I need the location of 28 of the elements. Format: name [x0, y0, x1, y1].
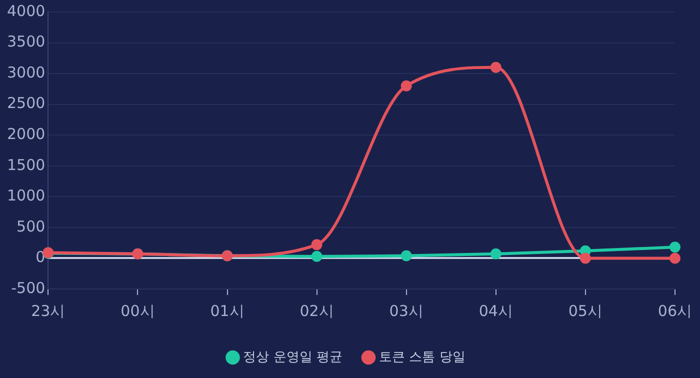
point: [490, 248, 502, 260]
y-tick-label: 3500: [6, 32, 46, 51]
point: [669, 252, 680, 264]
x-tick-label: 03시: [389, 302, 424, 320]
x-tick-label: 04시: [478, 302, 513, 320]
x-tick-label: 00시: [120, 302, 155, 320]
y-tick-label: 1000: [6, 186, 46, 205]
point: [311, 250, 322, 262]
x-tick-label: 05시: [568, 302, 602, 320]
y-tick-label: 3000: [6, 63, 46, 82]
point: [490, 62, 502, 73]
y-tick-label: 2500: [6, 94, 46, 112]
legend-label: 정상 운영일 평균: [243, 350, 342, 365]
y-tick-label: -500: [11, 278, 46, 297]
point: [400, 80, 412, 92]
y-tick-label: 1500: [6, 156, 46, 174]
x-tick-label: 02시: [300, 302, 334, 320]
y-tick-label: 500: [16, 217, 46, 236]
point: [580, 252, 591, 264]
x-tick-label: 06시: [658, 302, 692, 320]
point: [400, 250, 412, 262]
y-tick-label: 2000: [6, 125, 46, 143]
y-tick-label: 4000: [6, 2, 46, 20]
x-tick-label: 01시: [210, 302, 244, 320]
legend-label: 토큰 스톰 당일: [379, 350, 466, 365]
point: [311, 239, 322, 250]
x-tick-label: 23시: [31, 302, 66, 320]
point: [669, 242, 680, 253]
